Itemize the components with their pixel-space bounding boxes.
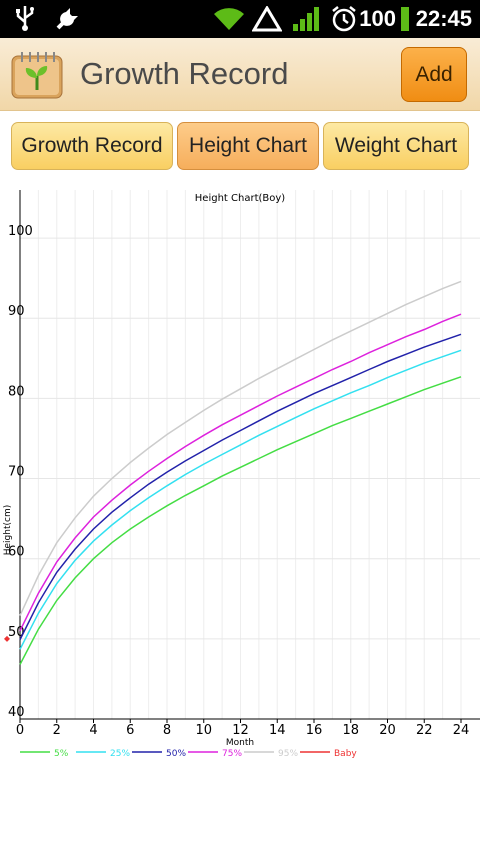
legend-label: 50%: [166, 749, 186, 759]
legend-label: 95%: [278, 749, 298, 759]
y-tick-label: 40: [8, 705, 25, 720]
legend-label: Baby: [334, 749, 357, 759]
y-tick-label: 100: [8, 224, 33, 239]
x-tick-label: 6: [126, 723, 134, 738]
clock: 22:45: [415, 6, 472, 31]
legend-label: 75%: [222, 749, 242, 759]
y-tick-label: 80: [8, 384, 25, 399]
tab-weight-chart[interactable]: Weight Chart: [323, 122, 469, 170]
tab-bar: Growth Record Height Chart Weight Chart: [0, 122, 480, 172]
series-line: [19, 376, 462, 665]
legend-label: 25%: [110, 749, 130, 759]
x-tick-label: 16: [306, 723, 323, 738]
legend-label: 5%: [54, 749, 69, 759]
settings-icon: [56, 8, 78, 30]
x-axis-label: Month: [226, 738, 254, 748]
y-tick-label: 60: [8, 545, 25, 560]
y-axis-label: Height(cm): [3, 505, 13, 556]
series-line: [19, 280, 462, 616]
add-button[interactable]: Add: [401, 47, 467, 102]
x-tick-label: 22: [416, 723, 433, 738]
x-tick-label: 0: [16, 723, 24, 738]
y-tick-label: 70: [8, 465, 25, 480]
usb-icon: [16, 6, 34, 31]
height-chart: 0 2 4 6 8 10 12 14 16 18 20 22 24405060708090100Heig…: [3, 190, 480, 759]
series-line: [19, 333, 462, 641]
chart-title: Height Chart(Boy): [195, 193, 286, 204]
alarm-icon: [332, 6, 356, 32]
x-tick-label: 4: [89, 723, 97, 738]
x-tick-label: 14: [269, 723, 286, 738]
x-tick-label: 12: [232, 723, 249, 738]
x-tick-label: 20: [379, 723, 396, 738]
x-tick-label: 24: [453, 723, 470, 738]
x-tick-label: 10: [195, 723, 212, 738]
signal-icon: [293, 7, 319, 31]
series-line: [19, 313, 462, 632]
data-point-baby: [4, 635, 10, 642]
tab-growth-record[interactable]: Growth Record: [11, 122, 173, 170]
battery-icon: [401, 7, 409, 31]
notebook-sprout-icon: [11, 52, 63, 99]
x-tick-label: 2: [53, 723, 61, 738]
status-bar: 100 22:45: [0, 0, 480, 38]
y-tick-label: 90: [8, 304, 25, 319]
series-line: [19, 349, 462, 650]
wifi-icon: [214, 8, 244, 30]
battery-percentage: 100: [359, 6, 396, 31]
app-title-bar: Growth Record Add: [0, 38, 480, 111]
tab-height-chart[interactable]: Height Chart: [177, 122, 319, 170]
x-tick-label: 8: [163, 723, 171, 738]
x-tick-label: 18: [342, 723, 359, 738]
app-title: Growth Record: [80, 56, 289, 91]
warning-icon: [252, 6, 282, 32]
